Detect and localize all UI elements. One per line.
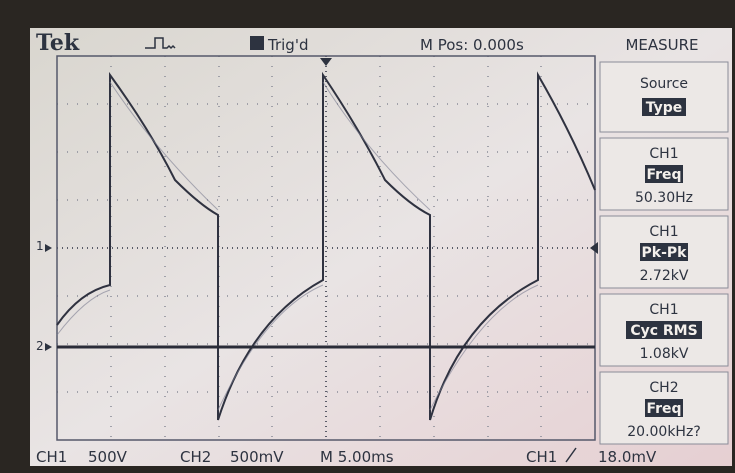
menu-reading: 1.08kV: [640, 346, 689, 362]
trigger-source: CH1: [526, 448, 557, 466]
ch1-scale: 500V: [88, 448, 128, 466]
menu-channel: CH1: [649, 302, 678, 318]
menu-box[interactable]: [600, 62, 728, 132]
ch2-marker: 2: [36, 339, 44, 353]
menu-value: Type: [646, 100, 683, 116]
menu-reading: 50.30Hz: [635, 190, 693, 206]
menu-type: Pk-Pk: [642, 245, 688, 261]
scope-screen: Tek Trig'd M Pos: 0.000s MEASURE 1 2 Sou…: [0, 0, 735, 469]
menu-channel: CH2: [649, 380, 678, 396]
brand: Tek: [36, 30, 80, 56]
menu-channel: CH1: [649, 146, 678, 162]
menu-type: Freq: [646, 167, 681, 183]
menu-title: MEASURE: [625, 36, 698, 54]
menu-type: Freq: [646, 401, 681, 417]
trigger-box: [250, 36, 264, 50]
ch2-scale: 500mV: [230, 448, 284, 466]
ch2-label: CH2: [180, 448, 211, 466]
menu-type: Cyc RMS: [630, 323, 697, 339]
ch1-label: CH1: [36, 448, 67, 466]
measure-menu: Source Type CH1 Freq 50.30Hz CH1 Pk-Pk 2…: [600, 62, 728, 444]
menu-reading: 20.00kHz?: [627, 424, 701, 440]
page: Tek Trig'd M Pos: 0.000s MEASURE 1 2 Sou…: [0, 0, 735, 469]
position: M Pos: 0.000s: [420, 36, 524, 54]
trigger-level: 18.0mV: [598, 448, 657, 466]
menu-label: Source: [640, 76, 688, 92]
menu-reading: 2.72kV: [640, 268, 689, 284]
ch1-marker: 1: [36, 239, 44, 253]
menu-channel: CH1: [649, 224, 678, 240]
timebase: M 5.00ms: [320, 448, 394, 466]
status: Trig'd: [267, 36, 308, 54]
